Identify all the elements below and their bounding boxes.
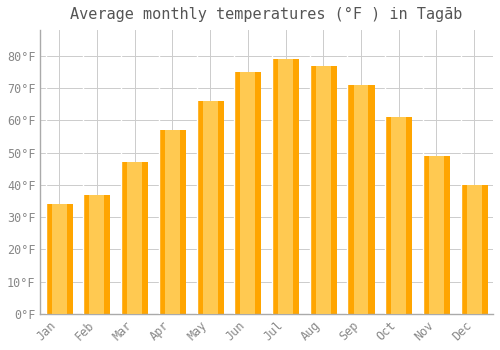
Bar bbox=[52, 204, 66, 314]
Bar bbox=[121, 162, 148, 314]
Bar bbox=[272, 59, 299, 314]
Bar bbox=[460, 185, 488, 314]
Bar bbox=[84, 195, 110, 314]
Bar bbox=[127, 162, 142, 314]
Bar bbox=[234, 72, 262, 314]
Bar bbox=[429, 156, 444, 314]
Title: Average monthly temperatures (°F ) in Tagāb: Average monthly temperatures (°F ) in Ta… bbox=[70, 7, 463, 22]
Bar bbox=[423, 156, 450, 314]
Bar bbox=[466, 185, 481, 314]
Bar bbox=[316, 65, 330, 314]
Bar bbox=[385, 117, 412, 314]
Bar bbox=[310, 65, 337, 314]
Bar bbox=[348, 85, 374, 314]
Bar bbox=[392, 117, 406, 314]
Bar bbox=[278, 59, 293, 314]
Bar bbox=[46, 204, 73, 314]
Bar bbox=[165, 130, 180, 314]
Bar bbox=[354, 85, 368, 314]
Bar bbox=[202, 101, 218, 314]
Bar bbox=[240, 72, 256, 314]
Bar bbox=[90, 195, 104, 314]
Bar bbox=[159, 130, 186, 314]
Bar bbox=[196, 101, 224, 314]
